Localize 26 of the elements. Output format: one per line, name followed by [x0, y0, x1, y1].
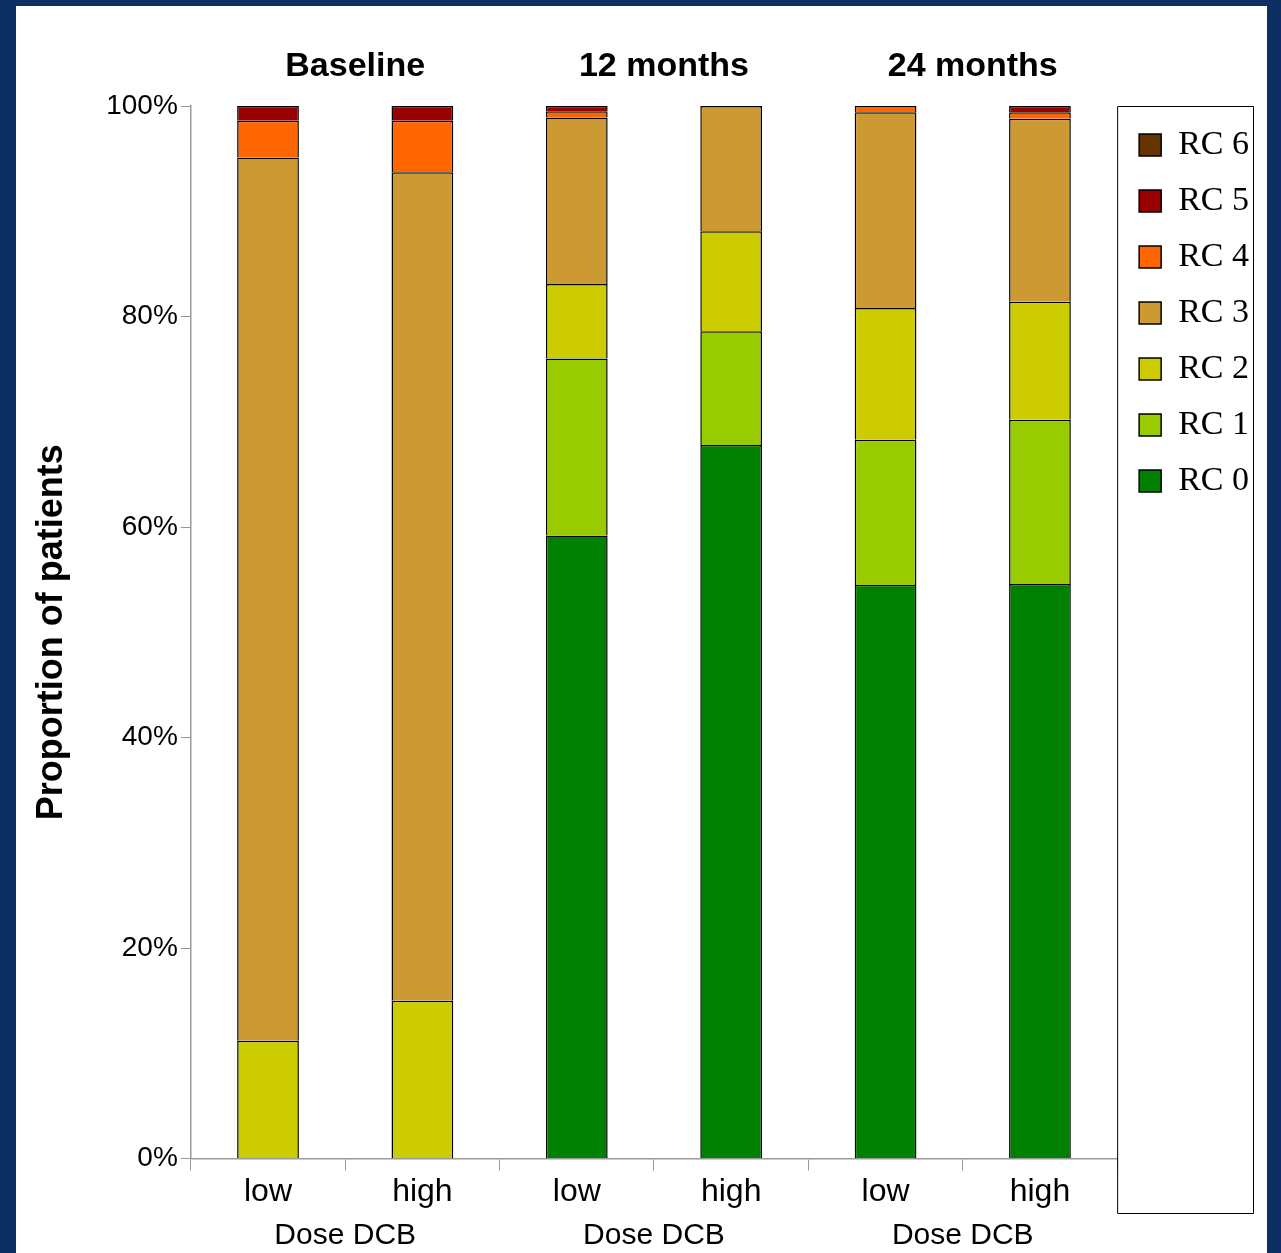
x-tick-label: high	[700, 1171, 762, 1208]
legend-label: RC 1	[1178, 403, 1249, 441]
text: Dose DCB	[583, 1217, 725, 1251]
x-tick-label: low	[861, 1171, 911, 1208]
x-tick-label: low	[244, 1171, 293, 1208]
x-tick-label: high	[1009, 1171, 1071, 1208]
y-tick-label: 20%	[121, 930, 178, 962]
x-tick-label: low	[552, 1171, 602, 1208]
legend-label: RC 2	[1178, 347, 1249, 385]
legend-label: RC 0	[1178, 459, 1249, 497]
y-tick-label: 0%	[137, 1141, 178, 1173]
text: Baseline	[285, 45, 426, 83]
legend-label: RC 6	[1178, 123, 1249, 161]
y-tick-label: 40%	[121, 720, 178, 752]
text: 12 months	[578, 45, 749, 83]
legend-label: RC 5	[1178, 179, 1249, 217]
y-tick-label: 60%	[121, 509, 178, 541]
legend-label: RC 3	[1178, 291, 1249, 329]
text: Dose DCB	[274, 1217, 417, 1251]
y-tick-label: 80%	[121, 299, 178, 331]
legend-label: RC 4	[1178, 235, 1249, 273]
text: Dose DCB	[891, 1217, 1034, 1251]
y-tick-label: 100%	[106, 88, 178, 120]
y-axis-title: Proportion of patients	[28, 444, 70, 821]
x-tick-label: high	[392, 1171, 453, 1208]
text: 24 months	[887, 45, 1058, 83]
